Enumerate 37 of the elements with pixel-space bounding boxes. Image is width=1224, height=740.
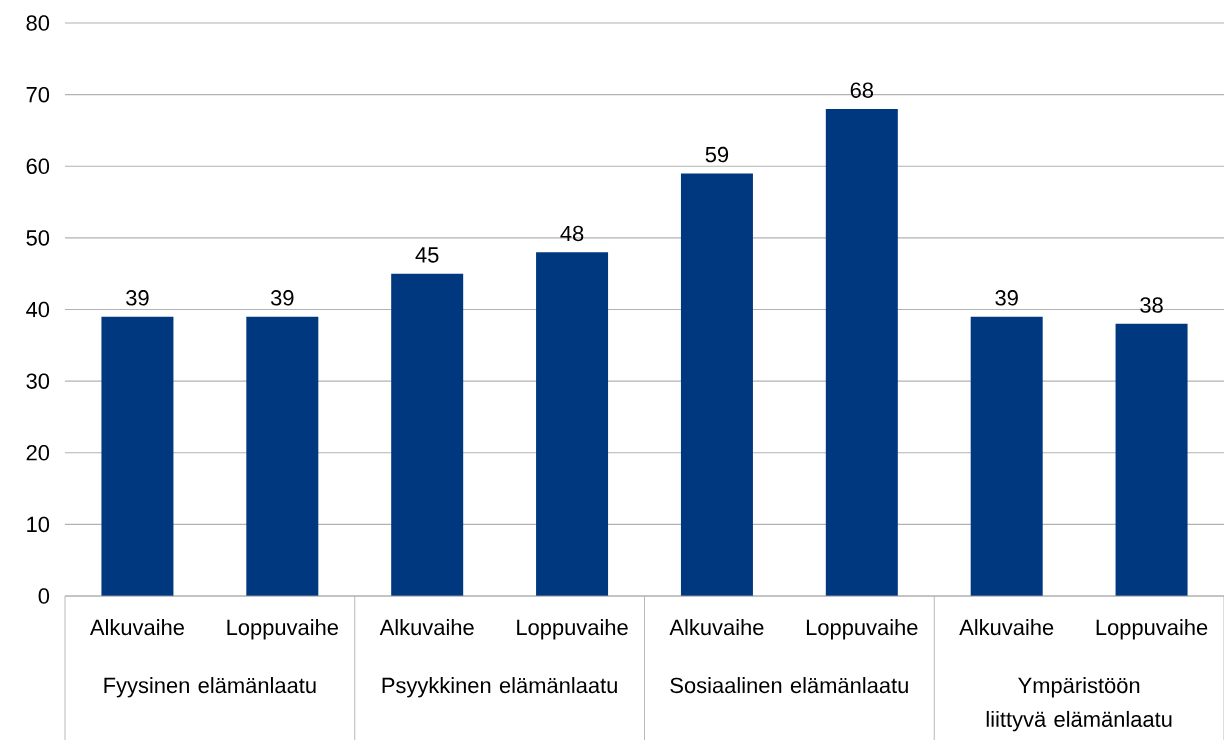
y-tick-label: 30	[26, 373, 50, 389]
y-tick-label: 80	[26, 15, 50, 31]
bar	[970, 316, 1043, 596]
bar	[101, 316, 174, 596]
bar	[391, 273, 464, 596]
x-tick-label: Alkuvaihe	[379, 619, 474, 636]
bar	[825, 108, 898, 596]
x-tick-label: Loppuvaihe	[517, 619, 628, 640]
data-label: 45	[415, 247, 439, 263]
data-label: 39	[270, 290, 294, 306]
y-tick-label: 60	[26, 158, 50, 175]
text: Ympäristöön liittyvä elämänlaatu	[986, 677, 1172, 732]
data-label: 39	[126, 290, 149, 306]
bar	[1115, 323, 1188, 596]
bar	[536, 252, 609, 596]
x-tick-label: Loppuvaihe	[806, 619, 918, 640]
data-label: 68	[850, 82, 874, 98]
data-label: 38	[1140, 297, 1163, 313]
text: Psyykkinen elämänlaatu	[382, 677, 617, 698]
data-label: 39	[995, 290, 1018, 306]
bar	[246, 316, 319, 596]
y-tick-label: 50	[26, 230, 50, 246]
y-tick-label: 10	[27, 516, 50, 533]
x-tick-label: Alkuvaihe	[669, 619, 764, 636]
y-tick-label: 0	[38, 588, 50, 604]
x-tick-label: Loppuvaihe	[227, 619, 338, 640]
y-tick-label: 40	[26, 301, 50, 318]
bar	[680, 173, 753, 596]
data-label: 48	[560, 225, 584, 242]
y-tick-label: 20	[26, 445, 50, 461]
y-tick-label: 70	[26, 86, 50, 103]
text: Sosiaalinen elämänlaatu	[670, 677, 908, 694]
x-tick-label: Alkuvaihe	[959, 619, 1054, 636]
text: Fyysinen elämänlaatu	[104, 677, 316, 698]
x-tick-label: Loppuvaihe	[1096, 619, 1208, 640]
x-tick-label: Alkuvaihe	[89, 619, 184, 636]
data-label: 59	[705, 146, 729, 163]
